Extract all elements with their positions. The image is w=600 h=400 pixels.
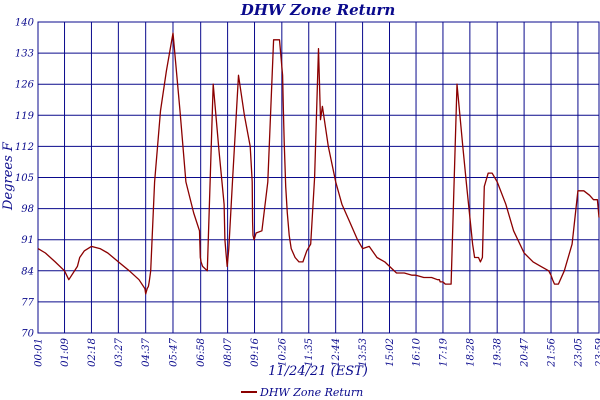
y-tick-label: 105 bbox=[15, 173, 34, 184]
y-tick-label: 70 bbox=[21, 329, 34, 340]
x-tick-label: 02:18 bbox=[87, 338, 98, 367]
x-tick-label: 01:09 bbox=[60, 337, 71, 366]
x-tick-label: 18:28 bbox=[465, 338, 476, 367]
x-tick-label: 23:05 bbox=[573, 338, 584, 368]
x-tick-label: 16:10 bbox=[412, 337, 423, 366]
y-tick-label: 126 bbox=[15, 80, 35, 91]
x-tick-label: 04:37 bbox=[141, 337, 152, 366]
x-tick-label: 23:59 bbox=[595, 337, 600, 367]
legend-label: DHW Zone Return bbox=[259, 386, 363, 399]
series-line-0 bbox=[37, 32, 600, 295]
series-group bbox=[37, 32, 600, 295]
y-tick-label: 112 bbox=[15, 142, 34, 153]
y-tick-label: 133 bbox=[15, 49, 34, 60]
y-tick-label: 77 bbox=[21, 297, 34, 308]
x-tick-label: 11:35 bbox=[304, 338, 315, 367]
y-tick-label: 91 bbox=[21, 235, 34, 246]
x-tick-label: 09:16 bbox=[250, 337, 261, 366]
x-tick-label: 19:38 bbox=[493, 338, 504, 367]
x-tick-label: 08:07 bbox=[223, 337, 234, 366]
x-tick-label: 20:47 bbox=[520, 337, 531, 367]
x-tick-label: 06:58 bbox=[196, 338, 207, 367]
y-tick-label: 84 bbox=[21, 266, 34, 277]
x-tick-label: 17:19 bbox=[438, 337, 449, 366]
x-tick-label: 21:56 bbox=[547, 337, 558, 367]
x-tick-label: 13:53 bbox=[358, 338, 369, 367]
y-tick-label: 140 bbox=[15, 18, 35, 29]
y-tick-label: 98 bbox=[21, 204, 34, 215]
y-axis-ticks: 70 77 84 91 98 105 112 119 126 133 140 bbox=[15, 18, 35, 340]
x-tick-label: 05:47 bbox=[168, 337, 179, 366]
y-tick-label: 119 bbox=[15, 111, 35, 122]
x-tick-label: 03:27 bbox=[114, 337, 125, 366]
x-tick-label: 10:26 bbox=[277, 337, 288, 366]
x-axis-ticks: 00:01 01:09 02:18 03:27 04:37 05:47 06:58 08:07… bbox=[34, 337, 600, 367]
x-tick-label: 00:01 bbox=[34, 338, 45, 367]
y-axis-label: Degrees F bbox=[1, 141, 16, 211]
legend: DHW Zone Return bbox=[241, 386, 363, 399]
x-tick-label: 12:44 bbox=[331, 338, 342, 367]
x-axis-label: 11/24/21 (EST) bbox=[268, 364, 368, 379]
chart-title: DHW Zone Return bbox=[240, 1, 396, 19]
grid-lines bbox=[37, 21, 600, 334]
x-tick-label: 15:02 bbox=[385, 338, 396, 367]
